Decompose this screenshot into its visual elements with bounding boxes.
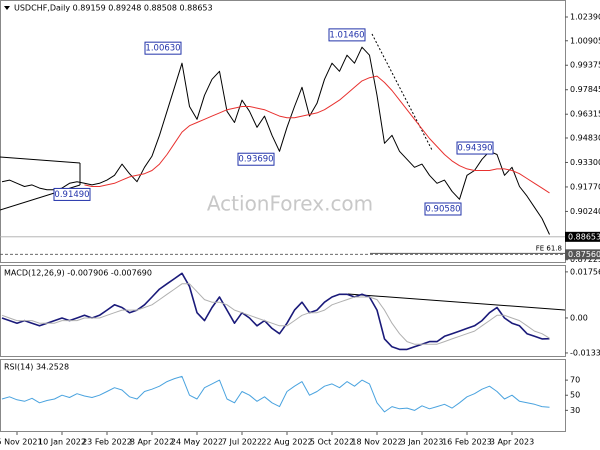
x-tick-label: 3 Jan 2023	[401, 438, 444, 447]
annotation-label: 0.91490	[54, 190, 89, 200]
y-tick-label: 0.99375	[570, 61, 600, 70]
x-tick-label: 18 Nov 2022	[351, 438, 402, 447]
x-tick-label: 25 Nov 2021	[0, 438, 43, 447]
x-tick-label: 10 Jan 2022	[38, 438, 86, 447]
y-tick-label: 0.97845	[570, 85, 600, 94]
annotation-label: 0.94390	[457, 144, 492, 154]
annotation-label: 0.93690	[238, 155, 273, 165]
macd-title: MACD(12,26,9) -0.007906 -0.007690	[4, 269, 152, 278]
x-tick-label: 24 May 2022	[171, 438, 223, 447]
annotation-box	[53, 187, 91, 201]
menu-icon	[4, 6, 10, 10]
x-tick-label: 8 Apr 2022	[130, 438, 174, 447]
rsi-title: RSI(14) 34.2528	[4, 363, 69, 372]
y-tick-label: 0.00	[570, 313, 588, 322]
y-tick-label: 0.94830	[570, 133, 600, 142]
price-box	[565, 231, 600, 242]
trendline	[0, 156, 81, 164]
x-tick-label: 16 Feb 2023	[442, 438, 492, 447]
annotation-box	[237, 152, 275, 166]
fe-box	[565, 249, 600, 260]
annotation-label: 0.90580	[425, 204, 460, 214]
macd-trendline	[347, 293, 566, 311]
y-tick-label: 1.00905	[570, 36, 600, 45]
y-tick-label: 1.02390	[570, 13, 600, 22]
y-tick-label: 70	[570, 376, 580, 385]
annotation-box	[456, 141, 494, 155]
fe-box-label: 0.87560	[568, 250, 600, 259]
y-tick-label: 0.93300	[570, 158, 600, 167]
y-tick-label: 0.90240	[570, 207, 600, 216]
series-line	[84, 75, 550, 194]
fe-name: FE 61.8	[536, 244, 562, 252]
y-tick-label: 0.87225	[570, 255, 600, 264]
trendline	[371, 33, 433, 151]
annotation-box	[144, 41, 182, 55]
price-box-label: 0.88653	[568, 232, 600, 241]
x-tick-label: 22 Aug 2022	[261, 438, 312, 447]
price-title: USDCHF,Daily 0.89159 0.89248 0.88508 0.8…	[14, 4, 213, 13]
y-tick-label: 0.96315	[570, 110, 600, 119]
x-tick-label: 3 Apr 2023	[490, 438, 534, 447]
macd-frame	[0, 265, 566, 357]
watermark: ActionForex.com	[207, 192, 373, 216]
price-frame	[0, 0, 566, 263]
annotation-box	[328, 28, 366, 42]
series-line	[1, 375, 550, 413]
x-tick-label: 7 Jul 2022	[222, 438, 262, 447]
series-line	[1, 46, 550, 235]
x-tick-label: 23 Feb 2022	[82, 438, 132, 447]
y-tick-label: -0.01334	[570, 348, 600, 357]
annotation-label: 1.00630	[145, 44, 180, 54]
y-tick-label: 0.01756	[570, 267, 600, 276]
series-line	[1, 283, 550, 345]
y-tick-label: 50	[570, 391, 580, 400]
y-tick-label: 0.91770	[570, 182, 600, 191]
annotation-box	[424, 202, 462, 216]
y-tick-label: 30	[570, 406, 580, 415]
x-tick-label: 5 Oct 2022	[310, 438, 354, 447]
annotation-label: 1.01460	[329, 30, 364, 40]
